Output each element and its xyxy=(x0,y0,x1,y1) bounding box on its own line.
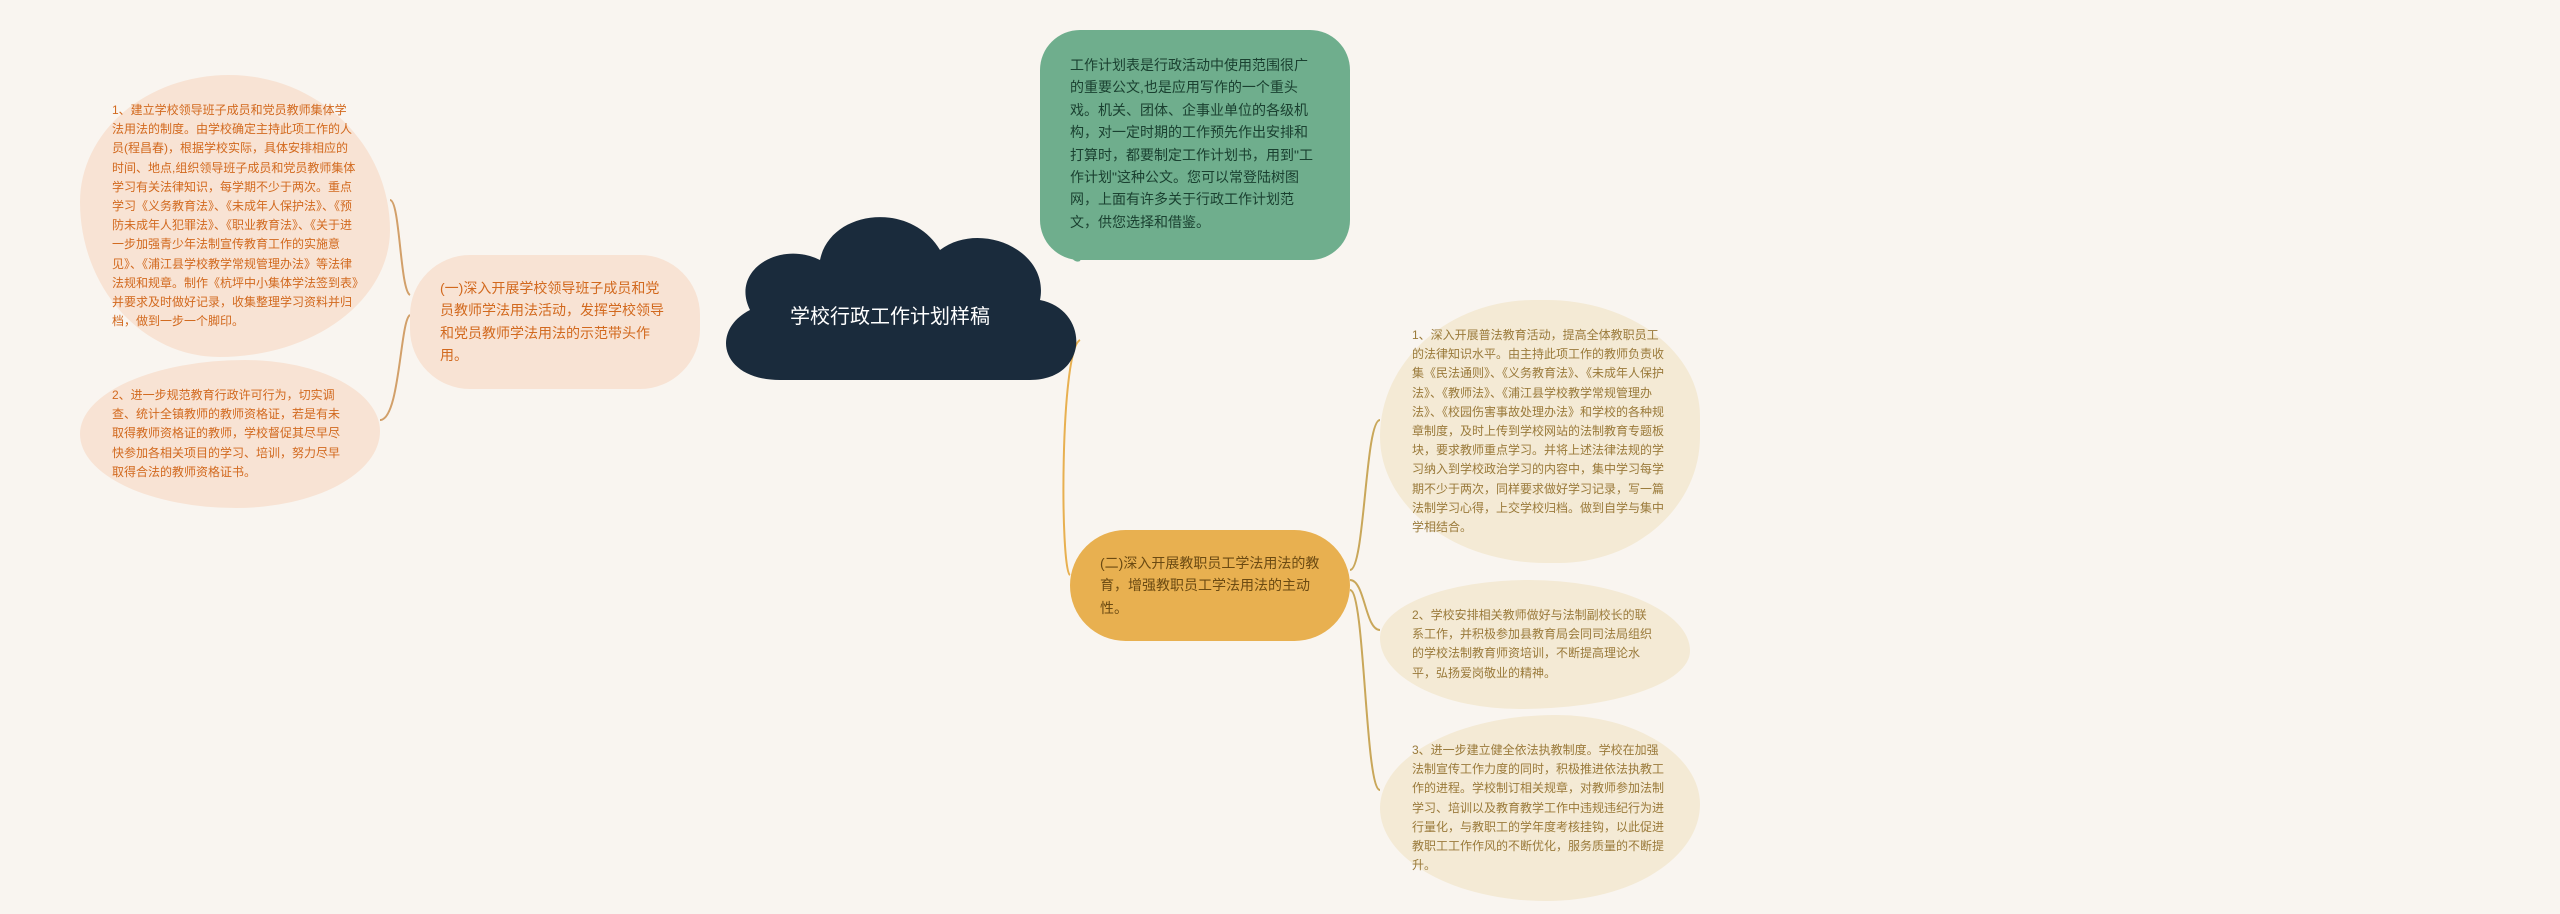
branch-left-child-2: 2、进一步规范教育行政许可行为，切实调查、统计全镇教师的教师资格证，若是有未取得… xyxy=(80,360,380,508)
branch-right-bottom-child-2: 2、学校安排相关教师做好与法制副校长的联系工作，并积极参加县教育局会同司法局组织… xyxy=(1380,580,1690,709)
branch-right-bottom-child-1: 1、深入开展普法教育活动，提高全体教职员工的法律知识水平。由主持此项工作的教师负… xyxy=(1380,300,1700,563)
center-title: 学校行政工作计划样稿 xyxy=(790,300,990,329)
branch-right-bottom-main: (二)深入开展教职员工学法用法的教育，增强教职员工学法用法的主动性。 xyxy=(1070,530,1350,641)
branch-right-top: 工作计划表是行政活动中使用范围很广的重要公文,也是应用写作的一个重头戏。机关、团… xyxy=(1040,30,1350,260)
branch-left-main: (一)深入开展学校领导班子成员和党员教师学法用法活动，发挥学校领导和党员教师学法… xyxy=(410,255,700,389)
branch-left-child-1: 1、建立学校领导班子成员和党员教师集体学法用法的制度。由学校确定主持此项工作的人… xyxy=(80,75,390,357)
branch-right-bottom-child-3: 3、进一步建立健全依法执教制度。学校在加强法制宣传工作力度的同时，积极推进依法执… xyxy=(1380,715,1700,901)
